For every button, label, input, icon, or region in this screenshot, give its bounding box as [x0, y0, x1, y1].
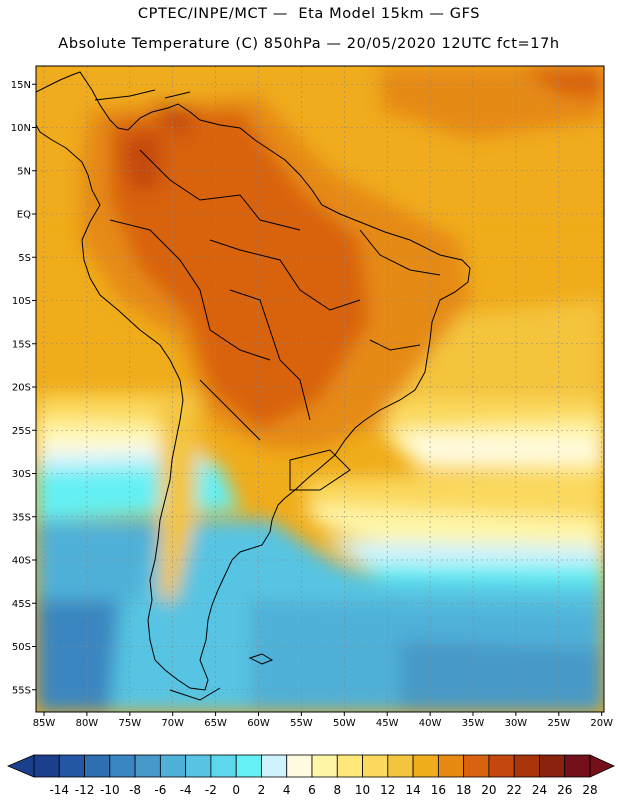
lat-tick-label: 25S — [12, 426, 31, 437]
lat-tick-label: 45S — [12, 599, 31, 610]
colorbar-segment — [387, 754, 414, 778]
colorbar-segment — [84, 754, 111, 778]
colorbar-segment — [261, 754, 288, 778]
temperature-field — [36, 66, 604, 712]
coastline-outline — [36, 71, 471, 701]
lat-tick-label: EQ — [17, 210, 31, 221]
colorbar-tick-label: 4 — [283, 783, 291, 797]
colorbar-tick-label: 8 — [333, 783, 341, 797]
colorbar-segment — [336, 754, 363, 778]
colorbar-tick-label: -8 — [129, 783, 141, 797]
colorbar-tick-label: -10 — [100, 783, 120, 797]
colorbar-tick-label: 16 — [431, 783, 446, 797]
lat-tick-label: 15N — [11, 80, 31, 91]
colorbar-tick-label: 28 — [582, 783, 597, 797]
colorbar-segment — [362, 754, 389, 778]
colorbar-segment — [463, 754, 490, 778]
colorbar-tick-label: -14 — [49, 783, 69, 797]
map-frame — [35, 65, 605, 713]
colorbar-segment — [311, 754, 338, 778]
colorbar-tick-label: -12 — [75, 783, 95, 797]
lat-tick-label: 40S — [12, 556, 31, 567]
colorbar-tick-label: 14 — [405, 783, 420, 797]
colorbar-segment — [513, 754, 540, 778]
lon-tick-label: 45W — [376, 718, 399, 729]
colorbar-segment — [437, 754, 465, 778]
colorbar-segment — [58, 754, 85, 778]
lon-tick-label: 25W — [547, 718, 570, 729]
longitude-labels: 85W 80W 75W 70W 65W 60W 55W 50W 45W 40W 35W 30W 25W 2… — [33, 712, 613, 729]
header-title-line1: CPTEC/INPE/MCT — Eta Model 15km — GFS — [137, 6, 481, 22]
lon-tick-label: 70W — [161, 718, 184, 729]
lat-tick-label: 20S — [12, 383, 31, 394]
colorbar-segment — [33, 754, 60, 778]
colorbar-segment — [159, 754, 187, 778]
lon-tick-label: 20W — [590, 718, 613, 729]
lat-tick-label: 15S — [12, 339, 31, 350]
colorbar-tick-label: -4 — [180, 783, 192, 797]
lat-tick-label: 10S — [12, 296, 31, 307]
colorbar-tick-label: 10 — [355, 783, 370, 797]
colorbar-tick-label: 24 — [532, 783, 547, 797]
colorbar-tick-label: 2 — [258, 783, 266, 797]
colorbar-tick-label: 12 — [380, 783, 395, 797]
colorbar-segment — [564, 754, 591, 778]
colorbar-tick-label: -2 — [205, 783, 217, 797]
lat-tick-label: 5N — [17, 166, 31, 177]
colorbar-segment — [539, 754, 566, 778]
lat-tick-label: 10N — [11, 123, 31, 134]
lon-tick-label: 60W — [247, 718, 270, 729]
colorbar-segment — [134, 754, 161, 778]
lon-tick-label: 80W — [76, 718, 99, 729]
colorbar-labels: -14 -12 -10 -8 -6 -4 -2 0 2 4 6 8 10 12 14 16 18 20 22 24 26… — [49, 783, 597, 797]
colorbar-tick-label: -6 — [154, 783, 166, 797]
colorbar-tick-label: 26 — [557, 783, 572, 797]
colorbar-tick-label: 0 — [232, 783, 240, 797]
header-title-line2: Absolute Temperature (C) 850hPa — 20/05/… — [58, 36, 560, 52]
lat-tick-label: 5S — [18, 253, 31, 264]
lon-tick-label: 65W — [204, 718, 227, 729]
colorbar-segment — [185, 754, 212, 778]
colorbar-segment — [210, 754, 237, 778]
lat-tick-label: 50S — [12, 642, 31, 653]
lon-tick-label: 75W — [118, 718, 141, 729]
lat-tick-label: 55S — [12, 685, 31, 696]
lon-tick-label: 50W — [333, 718, 356, 729]
colorbar-segment — [109, 754, 136, 778]
colorbar-segment — [488, 754, 515, 778]
colorbar-segment — [286, 754, 313, 778]
colorbar-tick-label: 20 — [481, 783, 496, 797]
colorbar — [6, 754, 615, 778]
colorbar-tick-label: 22 — [507, 783, 522, 797]
colorbar-left-arrow — [6, 754, 35, 778]
lon-tick-label: 40W — [419, 718, 442, 729]
lon-tick-label: 55W — [290, 718, 313, 729]
latitude-labels: 15N 10N 5N EQ 5S 10S 15S 20S 25S 30S 35S 40S 45S 50S 5… — [11, 80, 36, 696]
colorbar-tick-label: 6 — [308, 783, 316, 797]
lon-tick-label: 30W — [505, 718, 528, 729]
colorbar-tick-label: 18 — [456, 783, 471, 797]
lon-tick-label: 35W — [462, 718, 485, 729]
lat-tick-label: 35S — [12, 512, 31, 523]
colorbar-right-arrow — [589, 754, 615, 778]
colorbar-segment — [235, 754, 262, 778]
lat-tick-label: 30S — [12, 469, 31, 480]
colorbar-segment — [412, 754, 439, 778]
lon-tick-label: 85W — [33, 718, 56, 729]
